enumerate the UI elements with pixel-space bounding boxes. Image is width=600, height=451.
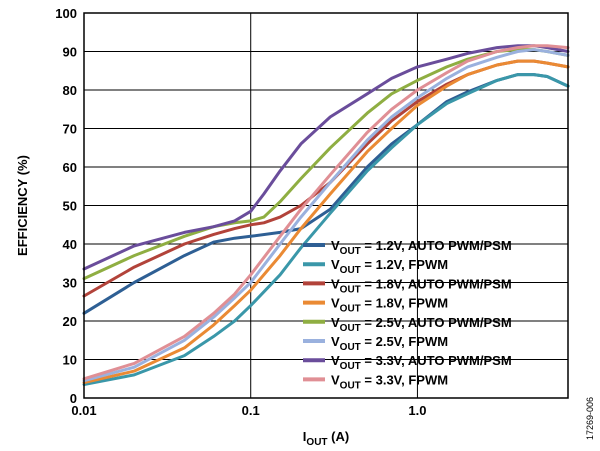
x-axis-label: IOUT (A)	[303, 429, 349, 448]
legend-entry-3: VOUT = 1.8V, AUTO PWM/PSM	[331, 276, 512, 295]
series-line-8	[82, 44, 570, 381]
y-tick-label: 0	[70, 391, 77, 406]
series-group	[82, 44, 570, 386]
legend-entry-6: VOUT = 2.5V, FPWM	[331, 334, 448, 353]
y-tick-label: 20	[63, 314, 77, 329]
x-axis-label-rest: (A)	[328, 429, 350, 444]
plot-border	[83, 12, 569, 399]
y-tick-label: 90	[63, 45, 77, 60]
series-line-2	[82, 73, 570, 386]
y-tick-label: 30	[63, 276, 77, 291]
x-tick-label: 1.0	[408, 403, 426, 418]
x-tick-label: 0.01	[71, 403, 96, 418]
legend-entry-4: VOUT = 1.8V, FPWM	[331, 296, 448, 315]
legend-entry-8: VOUT = 3.3V, FPWM	[331, 372, 448, 391]
y-tick-label: 60	[63, 160, 77, 175]
figure-id: 17269-006	[585, 397, 595, 440]
series-line-7	[82, 44, 570, 271]
y-tick-label: 80	[63, 83, 77, 98]
legend-entry-7: VOUT = 3.3V, AUTO PWM/PSM	[331, 353, 512, 372]
x-axis-ticks: 0.01 0.1 1.0	[71, 403, 426, 418]
y-tick-label: 40	[63, 237, 77, 252]
x-axis-label-main: I	[303, 429, 307, 444]
legend-entry-5: VOUT = 2.5V, AUTO PWM/PSM	[331, 315, 512, 334]
legend-entry-2: VOUT = 1.2V, FPWM	[331, 257, 448, 276]
y-tick-label: 100	[55, 6, 77, 21]
y-tick-label: 10	[63, 353, 77, 368]
y-axis-ticks: 0 10 20 30 40 50 60 70 80 90 100	[55, 6, 77, 406]
x-tick-label: 0.1	[242, 403, 260, 418]
legend-entry-1: VOUT = 1.2V, AUTO PWM/PSM	[331, 238, 512, 257]
y-tick-label: 70	[63, 122, 77, 137]
y-axis-label: EFFICIENCY (%)	[15, 155, 30, 256]
series-line-6	[82, 48, 570, 383]
x-axis-label-sub: OUT	[306, 437, 327, 448]
y-tick-label: 50	[63, 199, 77, 214]
series-line-4	[82, 59, 570, 385]
